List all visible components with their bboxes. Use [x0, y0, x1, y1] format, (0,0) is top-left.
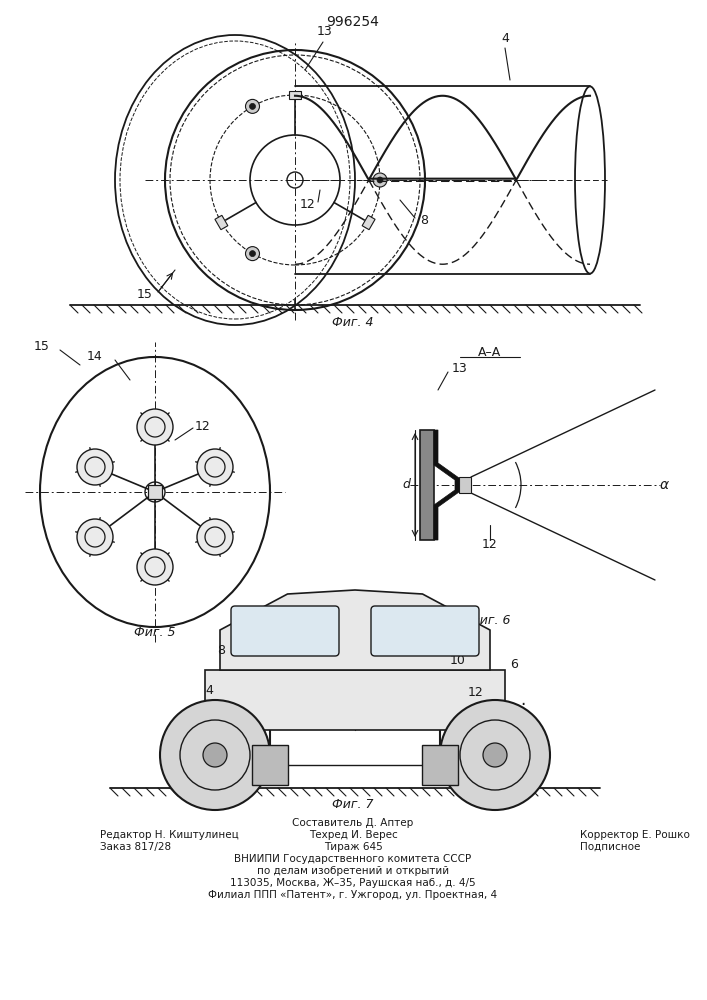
Text: Техред И. Верес: Техред И. Верес [309, 830, 397, 840]
Circle shape [250, 103, 255, 109]
Text: Подписное: Подписное [580, 842, 641, 852]
Circle shape [137, 549, 173, 585]
Text: 15: 15 [137, 288, 153, 302]
Text: ВНИИПИ Государственного комитета СССР: ВНИИПИ Государственного комитета СССР [235, 854, 472, 864]
Circle shape [377, 177, 383, 183]
Text: 10: 10 [450, 654, 466, 666]
Circle shape [440, 700, 550, 810]
Text: 8: 8 [420, 214, 428, 227]
Text: Филиал ППП «Патент», г. Ужгород, ул. Проектная, 4: Филиал ППП «Патент», г. Ужгород, ул. Про… [209, 890, 498, 900]
Text: 6: 6 [510, 658, 518, 672]
Bar [459, 477, 471, 493]
Bar [252, 745, 288, 785]
Text: Составитель Д. Аптер: Составитель Д. Аптер [293, 818, 414, 828]
Text: d: d [402, 479, 410, 491]
Circle shape [77, 519, 113, 555]
Circle shape [203, 743, 227, 767]
Circle shape [245, 99, 259, 113]
Text: 14: 14 [87, 351, 103, 363]
Text: 8: 8 [217, 644, 225, 656]
Text: Фиг. 7: Фиг. 7 [332, 798, 374, 812]
Bar [215, 215, 228, 230]
Circle shape [197, 449, 233, 485]
Bar [362, 215, 375, 230]
Text: A–A: A–A [479, 346, 502, 359]
Circle shape [245, 247, 259, 261]
Text: Фиг. 4: Фиг. 4 [332, 316, 374, 328]
Text: 15: 15 [34, 340, 50, 353]
FancyBboxPatch shape [371, 606, 479, 656]
Circle shape [160, 700, 270, 810]
Bar [289, 91, 301, 99]
Text: Фиг. 6: Фиг. 6 [469, 613, 510, 626]
Text: 12: 12 [482, 538, 498, 552]
Text: 12: 12 [299, 198, 315, 212]
Text: 13: 13 [317, 25, 333, 38]
Text: 13: 13 [452, 361, 468, 374]
Text: 12: 12 [195, 420, 211, 434]
Text: 4: 4 [205, 684, 213, 696]
Circle shape [197, 519, 233, 555]
Text: Корректор Е. Рошко: Корректор Е. Рошко [580, 830, 690, 840]
Bar [420, 430, 434, 540]
Text: Фиг. 5: Фиг. 5 [134, 626, 176, 639]
Text: 12: 12 [468, 686, 484, 698]
Text: 4: 4 [501, 32, 509, 45]
Circle shape [483, 743, 507, 767]
Text: по делам изобретений и открытий: по делам изобретений и открытий [257, 866, 449, 876]
Text: 113035, Москва, Ж–35, Раушская наб., д. 4/5: 113035, Москва, Ж–35, Раушская наб., д. … [230, 878, 476, 888]
Circle shape [137, 409, 173, 445]
Bar [205, 670, 505, 730]
Text: Тираж 645: Тираж 645 [324, 842, 382, 852]
Circle shape [77, 449, 113, 485]
Text: Заказ 817/28: Заказ 817/28 [100, 842, 171, 852]
Text: α: α [660, 478, 669, 492]
FancyBboxPatch shape [231, 606, 339, 656]
Circle shape [373, 173, 387, 187]
Bar [148, 485, 162, 499]
Text: Редактор Н. Киштулинец: Редактор Н. Киштулинец [100, 830, 239, 840]
Bar [422, 745, 458, 785]
Polygon shape [220, 590, 490, 670]
Circle shape [250, 251, 255, 257]
Text: ·: · [520, 696, 525, 714]
Polygon shape [434, 430, 459, 540]
Text: 996254: 996254 [327, 15, 380, 29]
